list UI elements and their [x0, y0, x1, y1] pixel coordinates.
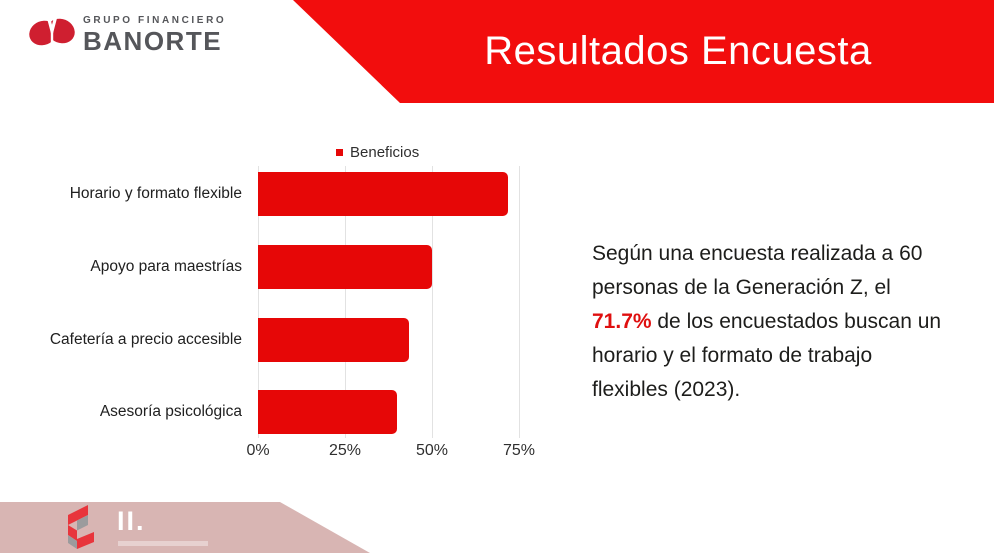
gridline: [432, 166, 433, 438]
summary-text-part2: de los encuestados buscan un horario y e…: [592, 310, 942, 401]
x-tick-label: 25%: [328, 442, 362, 459]
category-label: Horario y formato flexible: [69, 185, 242, 202]
chart-legend: Beneficios: [336, 144, 419, 161]
x-tick-label: 50%: [415, 442, 449, 459]
x-tick-label: 0%: [246, 442, 270, 459]
summary-text: Según una encuesta realizada a 60 person…: [592, 237, 948, 407]
banorte-logo: GRUPO FINANCIERO BANORTE: [28, 11, 227, 57]
gridline: [345, 166, 346, 438]
category-labels: Horario y formato flexible Apoyo para mae…: [18, 166, 250, 438]
category-label: Cafetería a precio accesible: [49, 330, 242, 348]
chart-bar: [258, 172, 508, 216]
banorte-wordmark: GRUPO FINANCIERO BANORTE: [83, 14, 227, 56]
plot-area: 0% 25% 50% 75%: [246, 166, 535, 459]
footer-tagline: [118, 541, 208, 546]
banorte-flame-icon: [28, 11, 76, 57]
banorte-label: BANORTE: [83, 25, 223, 56]
chart-bar: [258, 390, 398, 435]
footer-cube-logo-icon: [64, 505, 108, 553]
summary-highlight-percentage: 71.7%: [592, 310, 652, 333]
slide-title: Resultados Encuesta: [484, 29, 872, 73]
legend-label: Beneficios: [350, 144, 420, 161]
footer-ribbon: II.: [0, 502, 370, 553]
footer-logo-text: II.: [117, 506, 146, 536]
chart-bar: [258, 244, 432, 289]
legend-swatch-icon: [336, 149, 343, 156]
title-banner: [293, 0, 994, 103]
category-label: Apoyo para maestrías: [90, 257, 242, 275]
gridline: [258, 166, 259, 438]
x-tick-label: 75%: [502, 442, 536, 459]
gridline: [519, 166, 520, 438]
banorte-grupo-financiero-label: GRUPO FINANCIERO: [83, 14, 227, 26]
category-label: Asesoría psicológica: [99, 403, 242, 421]
chart-bar: [258, 317, 409, 362]
summary-text-part1: Según una encuesta realizada a 60 person…: [592, 242, 923, 299]
